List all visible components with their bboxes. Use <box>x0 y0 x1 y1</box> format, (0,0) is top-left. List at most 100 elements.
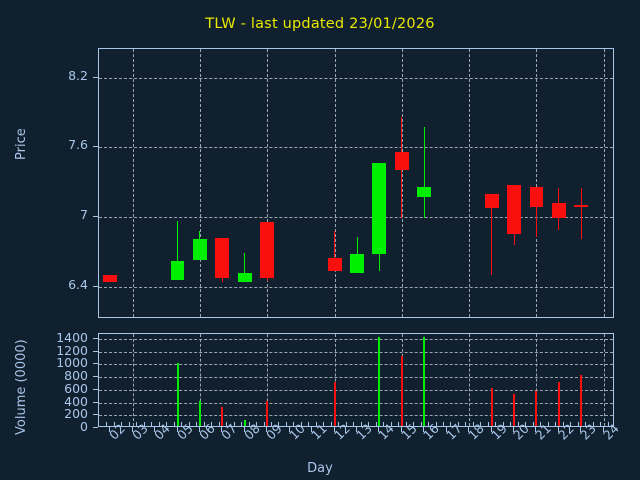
candle-body[interactable] <box>417 186 432 198</box>
axis-minor-tick <box>271 422 272 426</box>
candle-body[interactable] <box>507 184 521 235</box>
axis-minor-tick <box>136 422 138 426</box>
volume-gridline <box>99 351 613 353</box>
axis-minor-tick <box>600 422 602 426</box>
axis-minor-tick <box>398 422 400 426</box>
volume-plot-area <box>98 333 614 427</box>
volume-bar[interactable] <box>557 381 560 426</box>
price-tick-label: 7 <box>80 207 88 223</box>
volume-bar[interactable] <box>513 394 516 426</box>
candle-body[interactable] <box>170 261 185 280</box>
volume-gridline <box>99 402 613 404</box>
axis-minor-tick <box>457 422 459 426</box>
candle-body[interactable] <box>260 221 275 279</box>
volume-bar[interactable] <box>198 400 201 426</box>
volume-tick-mark <box>93 338 98 340</box>
candle-body[interactable] <box>529 186 544 207</box>
volume-tick-label: 400 <box>64 393 88 409</box>
axis-minor-tick <box>143 422 145 426</box>
volume-bar[interactable] <box>333 381 336 426</box>
volume-day-gridline <box>199 334 201 426</box>
candle-wick <box>244 252 246 282</box>
axis-minor-tick <box>248 422 250 426</box>
axis-minor-tick <box>532 422 534 426</box>
volume-bar[interactable] <box>243 419 246 426</box>
volume-tick-label: 200 <box>64 406 88 422</box>
candle-body[interactable] <box>215 237 230 279</box>
day-tick-mark <box>221 427 223 432</box>
axis-minor-tick <box>345 422 347 426</box>
volume-bar[interactable] <box>580 375 583 426</box>
axis-minor-tick <box>405 422 407 426</box>
axis-minor-tick <box>308 422 310 426</box>
volume-bar[interactable] <box>378 337 381 426</box>
candle-body[interactable] <box>551 203 566 219</box>
day-tick-mark <box>311 427 313 432</box>
candle-body[interactable] <box>350 254 364 273</box>
axis-minor-tick <box>256 422 258 426</box>
candle-body[interactable] <box>484 193 499 208</box>
volume-day-gridline <box>334 334 336 426</box>
volume-bar[interactable] <box>176 362 179 426</box>
volume-bar[interactable] <box>400 356 403 426</box>
axis-minor-tick <box>525 422 527 426</box>
axis-minor-tick <box>435 422 437 426</box>
price-gridline <box>99 286 613 288</box>
candle-body[interactable] <box>394 152 409 170</box>
axis-minor-tick <box>293 422 295 426</box>
volume-bar[interactable] <box>221 406 224 426</box>
day-tick-mark <box>423 427 425 432</box>
candle-body[interactable] <box>574 205 589 207</box>
axis-minor-tick <box>241 422 243 426</box>
volume-gridline <box>99 364 613 366</box>
chart-title: TLW - last updated 23/01/2026 <box>205 16 435 32</box>
volume-tick-mark <box>93 414 98 416</box>
day-gridline <box>469 49 471 317</box>
volume-bar[interactable] <box>535 391 538 426</box>
volume-day-gridline <box>267 334 269 426</box>
volume-bar[interactable] <box>423 337 426 426</box>
axis-minor-tick <box>570 422 572 426</box>
axis-minor-tick <box>472 422 474 426</box>
candle-body[interactable] <box>372 162 387 255</box>
axis-minor-tick <box>390 422 392 426</box>
candle-body[interactable] <box>103 274 118 282</box>
axis-minor-tick <box>278 422 280 426</box>
axis-minor-tick <box>562 422 564 426</box>
axis-minor-tick <box>540 422 542 426</box>
candle-wick <box>580 188 582 240</box>
axis-minor-tick <box>323 422 325 426</box>
axis-minor-tick <box>121 422 123 426</box>
day-tick-mark <box>490 427 492 432</box>
volume-tick-label: 800 <box>64 368 88 384</box>
axis-minor-tick <box>211 422 213 426</box>
axis-minor-tick <box>166 422 168 426</box>
volume-tick-mark <box>93 350 98 352</box>
volume-bar[interactable] <box>266 400 269 426</box>
day-gridline <box>334 49 336 317</box>
price-tick-mark <box>93 76 98 78</box>
day-tick-mark <box>154 427 156 432</box>
axis-minor-tick <box>420 422 422 426</box>
day-tick-mark <box>468 427 470 432</box>
volume-tick-label: 0 <box>80 419 88 434</box>
volume-tick-mark <box>93 376 98 378</box>
axis-minor-tick <box>263 422 265 426</box>
volume-day-gridline <box>132 334 134 426</box>
day-tick-mark <box>580 427 582 432</box>
axis-minor-tick <box>480 422 482 426</box>
day-tick-mark <box>333 427 335 432</box>
day-gridline <box>603 49 605 317</box>
price-tick-mark <box>93 285 98 287</box>
volume-bar[interactable] <box>490 387 493 426</box>
axis-minor-tick <box>510 422 512 426</box>
candle-wick <box>423 126 425 219</box>
axis-minor-tick <box>360 422 362 426</box>
volume-tick-label: 1400 <box>56 330 88 346</box>
day-tick-mark <box>445 427 447 432</box>
day-tick-mark <box>400 427 402 432</box>
candle-body[interactable] <box>237 272 252 282</box>
candle-body[interactable] <box>193 239 207 260</box>
candle-body[interactable] <box>327 257 342 272</box>
axis-minor-tick <box>196 422 198 426</box>
